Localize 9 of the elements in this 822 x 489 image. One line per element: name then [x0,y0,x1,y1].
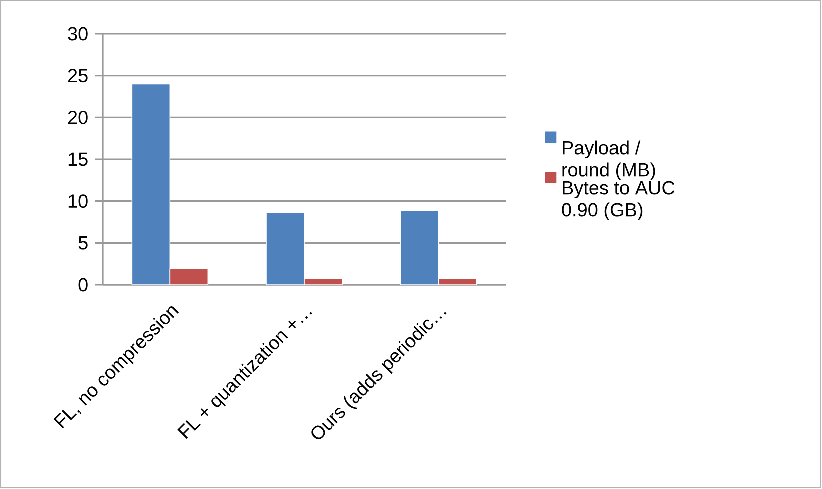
y-tick-label: 25 [68,69,88,83]
y-tick-label: 5 [78,236,88,250]
y-tick-label: 30 [68,27,88,41]
y-tick-label: 0 [78,278,88,292]
legend-label: Bytes to AUC 0.90 (GB) [562,181,675,220]
y-tick-label: 20 [68,110,88,124]
y-tick-label: 15 [68,152,88,166]
y-tick-label: 10 [68,194,88,208]
legend-label: Payload / round (MB) [562,140,656,180]
